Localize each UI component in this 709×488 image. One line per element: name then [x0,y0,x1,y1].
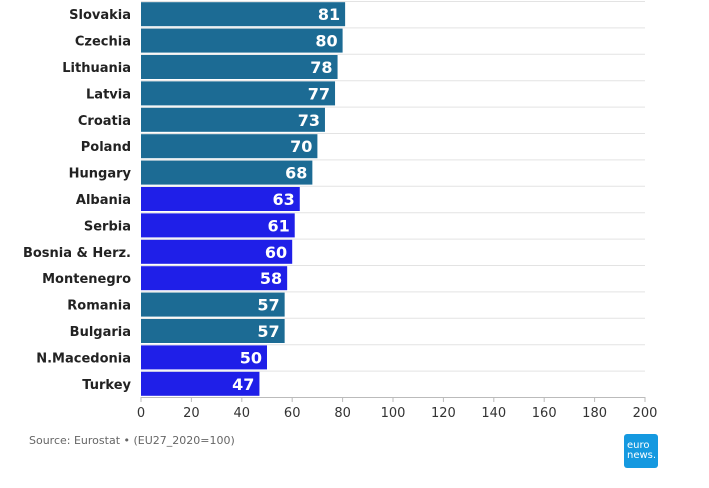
value-label: 73 [298,111,320,130]
category-label: Bosnia & Herz. [23,246,131,261]
value-label: 68 [285,164,307,183]
source-note: Source: Eurostat • (EU27_2020=100) [29,434,235,447]
x-axis-ticks: 0 20 40 60 80 100 120 140 160 180 200 [137,397,658,421]
category-label: Albania [76,193,131,208]
bar-lithuania [141,55,338,79]
bars [141,2,346,396]
value-label: 58 [260,269,282,288]
category-label: Serbia [84,219,131,234]
bar-latvia [141,81,336,106]
x-tick-label: 40 [234,406,251,421]
category-labels: Slovakia Czechia Lithuania Latvia Croatia Pol… [23,8,132,393]
value-label: 57 [257,322,279,341]
category-label: N.Macedonia [36,351,131,366]
bar-romania [141,292,285,317]
value-label: 81 [318,5,340,24]
value-labels: 81 80 78 77 73 70 68 63 61 60 58 57 57 50 47 [232,5,340,394]
bar-chart: Slovakia Czechia Lithuania Latvia Croatia Pol… [23,1,658,421]
x-tick-label: 200 [633,406,658,421]
bar-bosnia-herz- [141,239,293,264]
x-tick-label: 120 [431,406,456,421]
logo-line-2: news. [627,450,657,461]
bar-montenegro [141,266,288,291]
value-label: 61 [267,216,289,235]
bar-turkey [141,371,260,396]
bar-bulgaria [141,319,285,343]
bar-n-macedonia [141,345,267,370]
value-label: 63 [272,190,294,209]
x-tick-label: 20 [183,406,200,421]
bar-albania [141,187,300,211]
category-label: Lithuania [62,61,131,76]
value-label: 70 [290,137,312,156]
value-label: 77 [308,84,330,103]
bar-croatia [141,107,325,132]
x-tick-label: 60 [284,406,301,421]
x-tick-label: 140 [481,406,506,421]
category-label: Poland [81,140,131,155]
bar-slovakia [141,2,346,27]
category-label: Slovakia [69,8,131,23]
x-tick-label: 100 [381,406,406,421]
bar-hungary [141,160,313,185]
bar-czechia [141,28,343,53]
category-label: Turkey [82,378,131,393]
category-label: Czechia [75,35,131,50]
value-label: 57 [257,296,279,315]
value-label: 80 [315,32,337,51]
value-label: 78 [310,58,332,77]
x-tick-label: 160 [532,406,557,421]
category-label: Croatia [78,114,131,129]
category-label: Hungary [69,167,132,182]
category-label: Latvia [86,87,131,102]
category-label: Bulgaria [70,325,131,340]
x-tick-label: 0 [137,406,145,421]
category-label: Montenegro [42,272,131,287]
euronews-logo: euro news. [624,434,658,468]
x-tick-label: 80 [334,406,351,421]
bar-poland [141,134,318,159]
value-label: 60 [265,243,287,262]
bar-serbia [141,213,295,238]
logo-line-1: euro [627,440,650,451]
category-label: Romania [67,299,131,314]
value-label: 47 [232,375,254,394]
x-tick-label: 180 [582,406,607,421]
value-label: 50 [240,348,262,367]
